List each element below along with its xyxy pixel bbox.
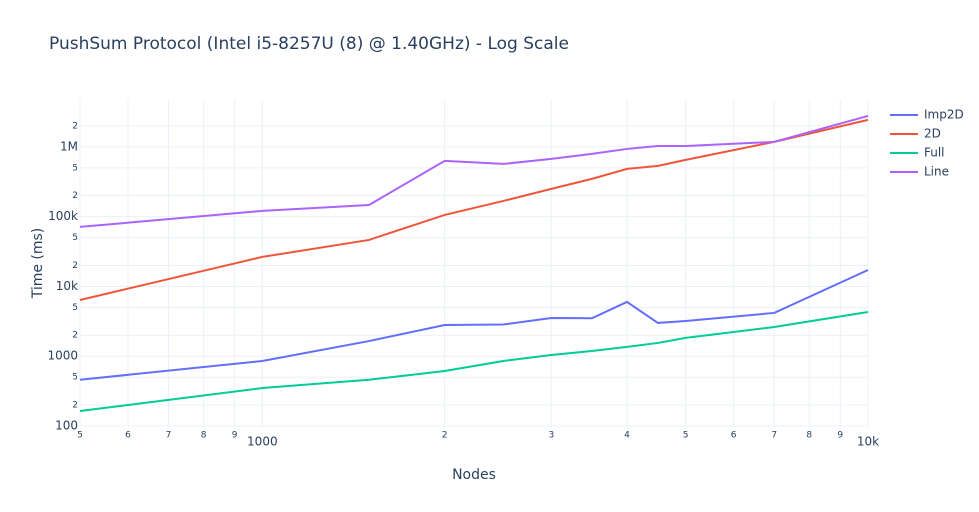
series-line [79,114,869,228]
y-tick-label: 5 [72,303,78,313]
y-tick-label: 1M [60,139,78,153]
x-tick-label: 3 [548,431,554,441]
series-line [79,269,869,381]
x-tick-label: 1000 [247,435,278,449]
x-tick-label: 6 [125,431,131,441]
y-tick-label: 5 [72,373,78,383]
legend-label: Line [924,165,949,179]
legend-label: Full [924,146,945,160]
y-tick-label: 100 [55,419,78,433]
y-tick-label: 5 [72,233,78,243]
series-line [79,310,869,413]
y-tick-label: 100k [48,209,78,223]
y-tick-label: 10k [56,279,78,293]
x-tick-label: 8 [806,431,812,441]
x-tick-label: 4 [624,431,630,441]
x-tick-label: 10k [857,435,879,449]
x-tick-label: 5 [77,431,83,441]
x-tick-label: 5 [683,431,689,441]
x-tick-label: 9 [232,431,238,441]
y-tick-label: 2 [72,261,78,271]
y-tick-label: 2 [72,400,78,410]
series-line [79,118,869,301]
y-tick-label: 2 [72,191,78,201]
x-tick-label: 7 [166,431,172,441]
x-tick-label: 9 [837,431,843,441]
x-tick-label: 6 [731,431,737,441]
chart-title: PushSum Protocol (Intel i5-8257U (8) @ 1… [49,34,569,54]
x-axis-title: Nodes [452,467,496,483]
legend-label: Imp2D [924,108,964,122]
legend-label: 2D [924,127,941,141]
x-tick-label: 7 [771,431,777,441]
y-tick-label: 2 [72,331,78,341]
x-tick-label: 2 [442,431,448,441]
y-tick-label: 5 [72,163,78,173]
x-tick-label: 8 [201,431,207,441]
y-tick-label: 2 [72,121,78,131]
y-tick-label: 1000 [47,349,78,363]
y-axis-title: Time (ms) [30,228,46,300]
